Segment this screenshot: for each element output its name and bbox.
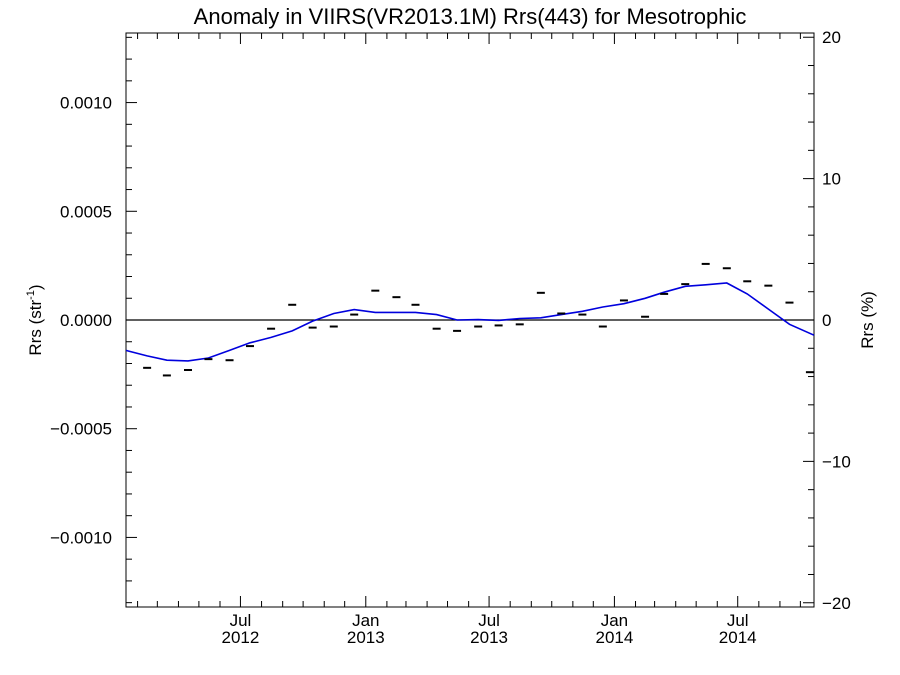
left-tick-label: 0.0000 [60,311,112,330]
y-axis-label-left-sup: -1 [25,290,37,300]
left-tick-label: −0.0005 [50,420,112,439]
x-tick-label-year: 2012 [222,628,260,647]
x-tick-label-year: 2014 [719,628,757,647]
right-tick-label: 0 [822,311,831,330]
left-y-axis: 0.0010 0.0005 0.0000 −0.0005 −0.0010 [50,36,137,604]
x-tick-label-year: 2014 [595,628,633,647]
right-tick-label: 10 [822,170,841,189]
y-axis-label-left: Rrs (str-1) [25,284,45,355]
y-axis-label-left-base: Rrs (str [26,300,45,356]
x-tick-label-month: Jul [727,611,749,630]
right-tick-label: −10 [822,452,851,471]
chart-title: Anomaly in VIIRS(VR2013.1M) Rrs(443) for… [194,4,747,29]
x-tick-label-year: 2013 [470,628,508,647]
y-axis-label-left-tail: ) [26,284,45,290]
left-tick-label: −0.0010 [50,528,112,547]
monthly-anomaly-markers [143,262,814,377]
x-tick-label-month: Jul [230,611,252,630]
smoothed-anomaly-line-series [125,282,815,362]
right-tick-label: −20 [822,594,851,613]
x-tick-label-month: Jul [478,611,500,630]
left-tick-label: 0.0010 [60,94,112,113]
x-tick-label-month: Jan [352,611,379,630]
left-tick-label: 0.0005 [60,202,112,221]
x-tick-label-month: Jan [601,611,628,630]
right-tick-label: 20 [822,28,841,47]
smoothed-line [125,282,815,362]
x-tick-label-year: 2013 [347,628,385,647]
y-axis-label-right: Rrs (%) [858,291,877,349]
